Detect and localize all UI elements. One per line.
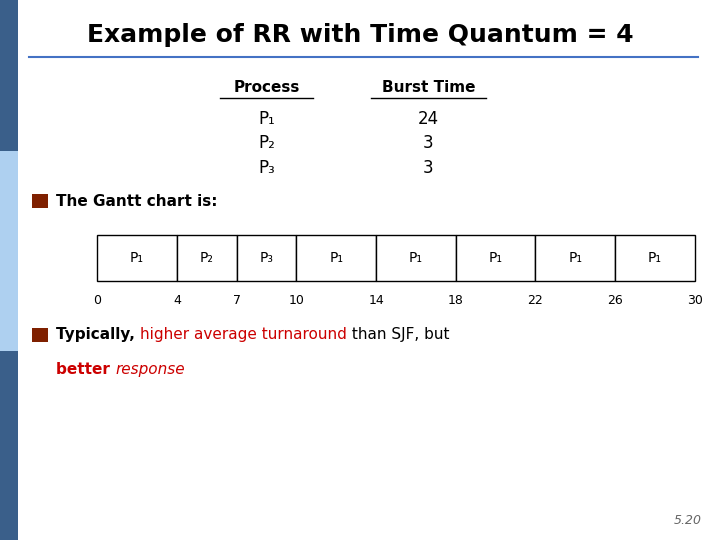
Text: P₁: P₁ (648, 251, 662, 265)
FancyBboxPatch shape (297, 235, 376, 281)
Text: Process: Process (233, 80, 300, 95)
FancyBboxPatch shape (376, 235, 456, 281)
Text: response: response (115, 362, 185, 377)
Bar (32, 328, 48, 342)
Text: P₃: P₃ (258, 159, 275, 178)
FancyBboxPatch shape (237, 235, 297, 281)
Text: P₃: P₃ (259, 251, 274, 265)
Bar (0, 0, 18, 151)
Text: 18: 18 (448, 294, 464, 307)
Text: 7: 7 (233, 294, 240, 307)
Text: 3: 3 (423, 159, 433, 178)
Text: 24: 24 (418, 110, 439, 128)
Text: 30: 30 (687, 294, 703, 307)
Text: 3: 3 (423, 134, 433, 152)
Text: Burst Time: Burst Time (382, 80, 475, 95)
FancyBboxPatch shape (456, 235, 536, 281)
Bar (32, 194, 48, 208)
Text: 4: 4 (173, 294, 181, 307)
Text: 5.20: 5.20 (674, 514, 702, 526)
Bar (0, 351, 18, 540)
Text: than SJF, but: than SJF, but (347, 327, 450, 342)
Text: P₁: P₁ (130, 251, 144, 265)
Text: Example of RR with Time Quantum = 4: Example of RR with Time Quantum = 4 (86, 23, 634, 47)
Text: P₂: P₂ (258, 134, 275, 152)
Text: P₁: P₁ (568, 251, 582, 265)
Text: better: better (56, 362, 115, 377)
Text: P₁: P₁ (489, 251, 503, 265)
Text: The Gantt chart is:: The Gantt chart is: (56, 194, 217, 209)
Text: 14: 14 (368, 294, 384, 307)
Text: 22: 22 (528, 294, 544, 307)
Text: P₁: P₁ (329, 251, 343, 265)
FancyBboxPatch shape (97, 235, 177, 281)
Text: higher average turnaround: higher average turnaround (140, 327, 347, 342)
Text: 0: 0 (93, 294, 102, 307)
Text: Typically,: Typically, (56, 327, 140, 342)
Text: 26: 26 (607, 294, 623, 307)
Text: 10: 10 (289, 294, 305, 307)
FancyBboxPatch shape (615, 235, 695, 281)
FancyBboxPatch shape (536, 235, 615, 281)
Text: P₂: P₂ (200, 251, 214, 265)
Text: P₁: P₁ (409, 251, 423, 265)
FancyBboxPatch shape (177, 235, 237, 281)
Text: P₁: P₁ (258, 110, 275, 128)
Bar (0, 151, 18, 351)
